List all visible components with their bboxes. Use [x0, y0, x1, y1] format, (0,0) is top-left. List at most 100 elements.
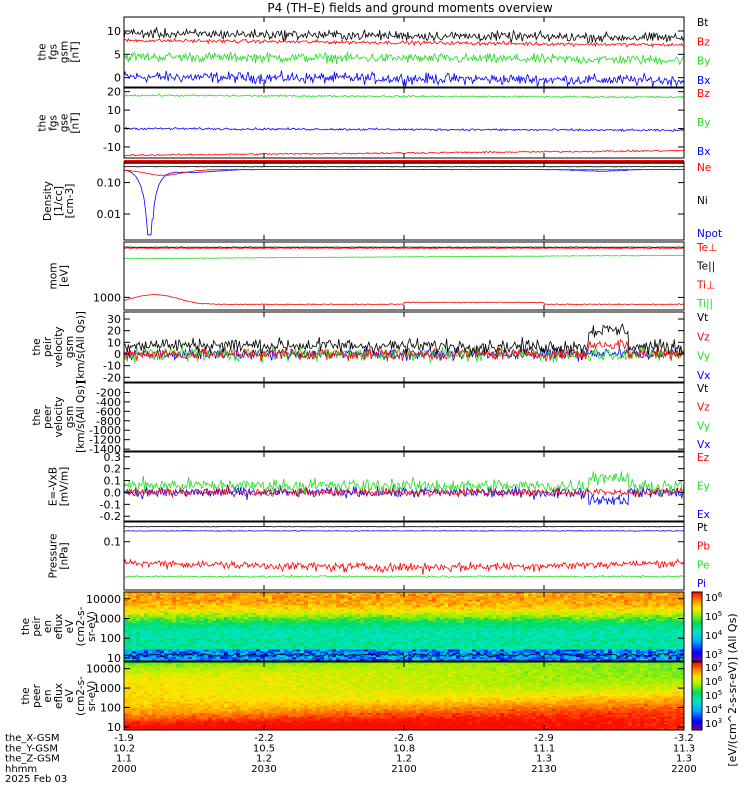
legend-Vz: Vz	[697, 331, 710, 343]
xaxis-value: 10.5	[253, 743, 275, 754]
ylabel-line: [km/s(All Qs)]	[75, 381, 87, 453]
ytick-label: 0.2	[104, 463, 122, 476]
colorbar-tick: 103	[705, 717, 722, 730]
ylabel-line: [nT]	[70, 41, 82, 62]
ytick-label: 10000	[86, 593, 121, 606]
ylabel-line: eV	[64, 688, 76, 702]
ylabel-line: peir	[42, 336, 54, 357]
series-By	[123, 51, 685, 66]
x-axis: -1.910.21.12000-2.210.51.22030-2.610.81.…	[5, 17, 697, 785]
ytick-label: 1000	[93, 612, 121, 625]
legend-Te⊥: Te⊥	[696, 242, 717, 254]
panel-density: 0.01 0.10 Density [1/cc] [cm-3] Ne Ni Npot	[42, 161, 722, 241]
panel-peer-spec: 10 100 1000 10000 the peer en eflux eV (cm2-s-sr-…	[20, 661, 685, 734]
series-Pe	[124, 574, 685, 579]
ytick-label: 0.3	[104, 451, 122, 464]
legend-Te||: Te||	[696, 261, 715, 273]
ylabel-line: E=-VxB	[48, 467, 60, 506]
ylabel-line: gsm	[64, 336, 76, 358]
xaxis-value: 2030	[251, 764, 276, 775]
ytick-label: -1000	[89, 424, 121, 437]
xaxis-row-label: the_X-GSM	[5, 733, 59, 744]
xaxis-value: 1.3	[536, 754, 552, 765]
series-Ez	[123, 486, 685, 499]
series-Vz	[123, 338, 685, 363]
ytick-label: -200	[96, 386, 121, 399]
ylabel-line: velocity	[53, 396, 65, 437]
series-By	[123, 93, 685, 99]
ylabel-line: the	[37, 43, 49, 60]
ytick-label: 1000	[93, 682, 121, 695]
colorbar-tick: 103	[705, 648, 722, 661]
ylabel-line: gse	[59, 114, 71, 133]
panel-fgs-gse: -10 0 10 20 the fgs gse [nT] Bz By Bx	[37, 86, 710, 164]
ylabel-line: sr-eV)	[86, 611, 98, 642]
ylabel-line: [eV]	[59, 265, 71, 287]
ytick-label: 1000	[93, 291, 121, 304]
ylabel-line: peir	[31, 616, 43, 637]
series-Te⊥	[123, 247, 685, 250]
ytick-label: 10	[107, 25, 121, 38]
legend-Bz: Bz	[697, 36, 710, 48]
ylabel-line: [1/cc]	[53, 186, 65, 216]
legend-Ey: Ey	[697, 481, 710, 493]
ylabel-line: (cm2-s-	[75, 606, 87, 646]
ylabel-line: sr-eV)	[86, 681, 98, 712]
xaxis-value: -2.9	[534, 733, 554, 744]
xaxis-value: -1.9	[114, 733, 134, 744]
legend-Ti||: Ti||	[696, 298, 713, 310]
ytick-label: 5	[114, 48, 121, 61]
panel-peir-spec: 10 100 1000 10000 the peir en eflux eV (cm2-s-sr-…	[20, 591, 685, 665]
ylabel-line: [mV/m]	[59, 467, 71, 506]
colorbar-tick: 106	[705, 675, 723, 688]
ytick-label: 10000	[86, 663, 121, 676]
xaxis-value: 1.1	[116, 754, 132, 765]
ylabel-line: en	[42, 689, 54, 702]
ytick-label: 0.01	[97, 208, 122, 221]
colorbar-tick: 104	[705, 629, 723, 642]
ytick-label: -10	[103, 141, 121, 154]
ytick-label: 100	[100, 632, 121, 645]
colorbar-tick: 106	[705, 591, 723, 604]
series-Ne	[123, 168, 684, 176]
colorbar-tick: 104	[705, 703, 723, 716]
series-Pi	[123, 530, 685, 532]
ylabel-line: (cm2-s-	[75, 676, 87, 716]
series-Bx	[123, 126, 685, 133]
ytick-label: 20	[107, 86, 121, 99]
xaxis-row-label: hhmm	[5, 764, 37, 775]
legend-Bz: Bz	[697, 88, 710, 100]
ylabel-line: [km/s(All Qs)]	[75, 311, 87, 383]
panel-frame	[123, 161, 685, 241]
panel-frame	[123, 241, 685, 311]
ytick-label: 20	[107, 325, 121, 338]
legend-Npot: Npot	[697, 228, 722, 240]
ylabel-line: the	[20, 618, 32, 635]
ylabel-line: eflux	[53, 614, 65, 640]
xaxis-value: 1.3	[676, 754, 692, 765]
ytick-label: 0.10	[97, 177, 122, 190]
panel-frame	[123, 87, 685, 159]
series-Te||	[123, 246, 685, 249]
ytick-label: 10	[107, 104, 121, 117]
ytick-label: 10	[107, 336, 121, 349]
ylabel-line: [cm-3]	[64, 184, 76, 219]
ylabel-line: [nT]	[70, 112, 82, 133]
ylabel-line: peer	[42, 404, 54, 429]
ytick-label: -0.2	[100, 510, 121, 523]
ylabel-line: eflux	[53, 683, 65, 709]
panel-temp: 1000 mom [eV] Te⊥ Te|| Ti⊥ Ti||	[48, 241, 717, 311]
ylabel-line: the	[31, 338, 43, 355]
legend-Vt: Vt	[697, 312, 708, 324]
legend-Vy: Vy	[697, 420, 710, 432]
legend-Ex: Ex	[697, 509, 710, 521]
ylabel-line: the	[31, 408, 43, 425]
ylabel-line: the	[20, 687, 32, 704]
plot-title: P4 (TH–E) fields and ground moments over…	[267, 1, 552, 15]
xaxis-value: 10.2	[113, 743, 135, 754]
xaxis-value: -2.2	[254, 733, 274, 744]
ylabel-line: fgs	[48, 44, 60, 60]
xaxis-row-label: the_Y-GSM	[5, 743, 58, 754]
